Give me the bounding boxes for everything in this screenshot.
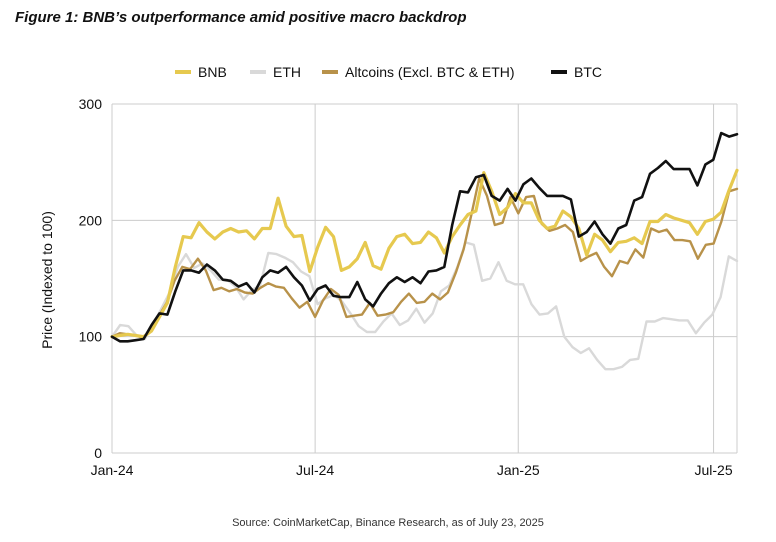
legend-label: ETH [273,64,301,80]
legend-label: BTC [574,64,602,80]
series-line-altcoins-excl-btc-eth [112,179,737,338]
y-tick-label: 200 [79,212,103,228]
y-tick-label: 100 [79,329,103,345]
x-tick-labels: Jan-24 Jul-24 Jan-25 Jul-25 [91,462,733,478]
series-lines [112,133,737,369]
y-tick-label: 0 [94,445,102,461]
x-tick-label: Jul-24 [296,462,334,478]
legend: BNB ETH Altcoins (Excl. BTC & ETH) BTC [175,64,602,80]
legend-label: Altcoins (Excl. BTC & ETH) [345,64,515,80]
series-line-eth [112,242,737,369]
x-tick-label: Jan-25 [497,462,540,478]
y-tick-label: 300 [79,96,103,112]
y-axis-title: Price (Indexed to 100) [39,211,55,349]
y-tick-labels: 0 100 200 300 [79,96,103,461]
x-tick-label: Jan-24 [91,462,134,478]
source-note: Source: CoinMarketCap, Binance Research,… [0,517,776,529]
legend-label: BNB [198,64,227,80]
line-chart: BNB ETH Altcoins (Excl. BTC & ETH) BTC 0 100… [0,0,776,510]
x-tick-label: Jul-25 [694,462,732,478]
